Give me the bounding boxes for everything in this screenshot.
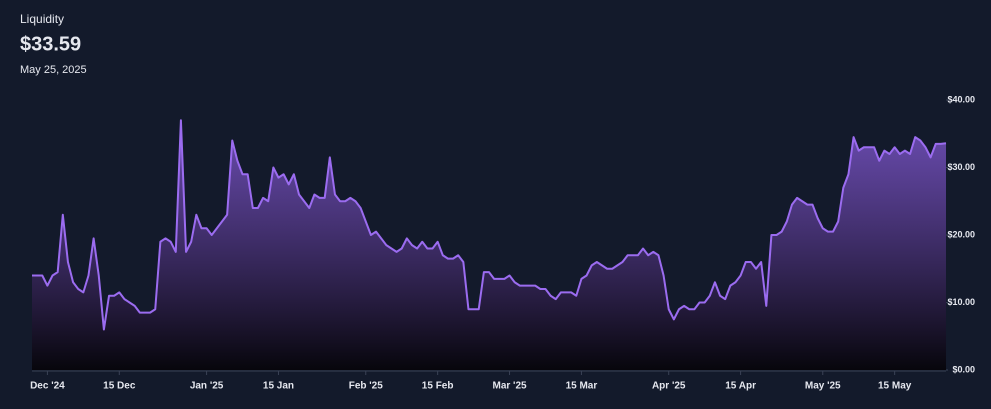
x-tick-label: 15 Mar bbox=[566, 381, 598, 392]
y-tick-label: $0.00 bbox=[952, 364, 975, 374]
x-tick-label: Dec '24 bbox=[30, 381, 65, 392]
x-tick-label: Feb '25 bbox=[349, 381, 383, 392]
x-tick-label: May '25 bbox=[805, 381, 841, 392]
current-date: May 25, 2025 bbox=[20, 64, 87, 76]
chart-title: Liquidity bbox=[20, 12, 64, 26]
y-tick-label: $20.00 bbox=[947, 229, 975, 239]
x-tick-label: Apr '25 bbox=[652, 381, 686, 392]
area-fill bbox=[32, 120, 946, 370]
x-tick-label: 15 Apr bbox=[725, 381, 756, 392]
y-tick-label: $10.00 bbox=[947, 297, 975, 307]
y-tick-label: $30.00 bbox=[947, 162, 975, 172]
x-tick-label: 15 Jan bbox=[263, 381, 294, 392]
area-line bbox=[32, 119, 947, 331]
x-tick-label: 15 Dec bbox=[103, 381, 136, 392]
y-tick-label: $40.00 bbox=[947, 94, 975, 104]
x-tick-label: 15 Feb bbox=[422, 381, 454, 392]
x-tick-label: 15 May bbox=[878, 381, 912, 392]
x-tick-label: Mar '25 bbox=[493, 381, 528, 392]
x-tick-label: Jan '25 bbox=[190, 381, 224, 392]
current-value: $33.59 bbox=[20, 33, 81, 55]
